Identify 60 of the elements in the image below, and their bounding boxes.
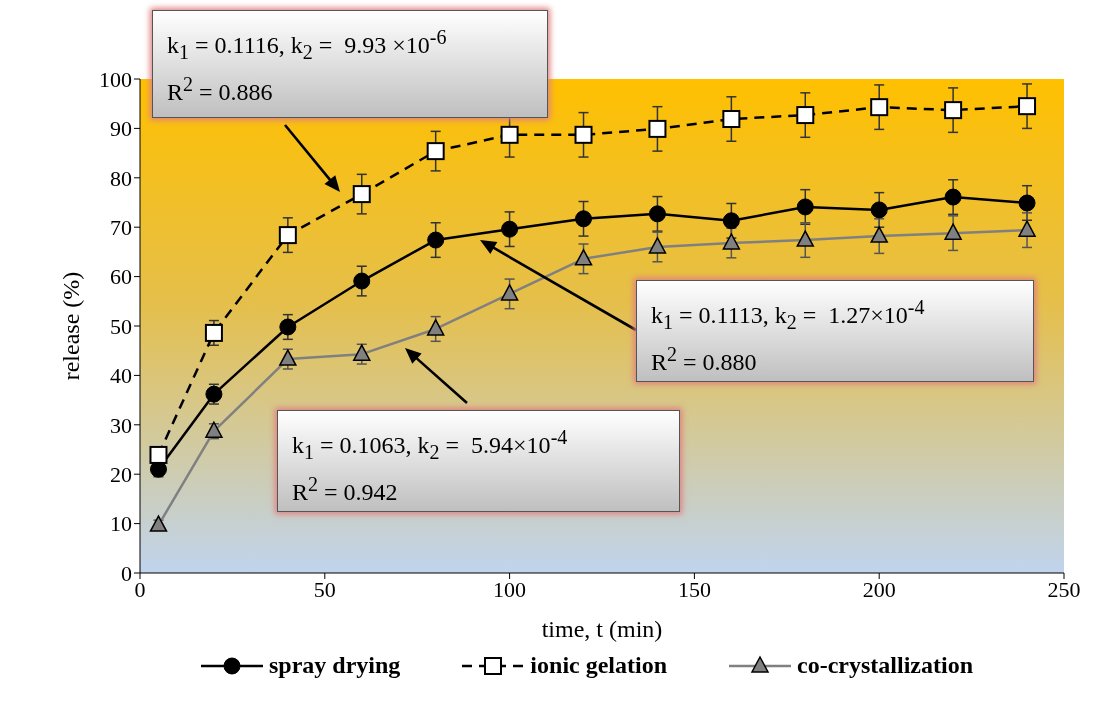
point — [1018, 220, 1036, 237]
y-tick-label: 30 — [110, 412, 132, 438]
point — [574, 125, 593, 144]
point — [575, 210, 593, 228]
point — [353, 344, 371, 361]
point — [1018, 194, 1036, 212]
y-tick-label: 90 — [110, 116, 132, 142]
point — [722, 212, 740, 230]
point — [870, 201, 888, 219]
point — [352, 185, 371, 204]
point — [427, 231, 445, 249]
point — [944, 101, 963, 120]
x-tick-label: 50 — [313, 576, 336, 602]
x-tick-label: 150 — [677, 576, 711, 602]
point — [279, 318, 297, 336]
point — [1018, 97, 1037, 116]
point — [796, 198, 814, 216]
point — [501, 220, 519, 238]
point — [796, 106, 815, 125]
point — [796, 230, 815, 247]
point — [870, 98, 889, 117]
point — [722, 110, 741, 129]
x-tick-label: 200 — [862, 576, 896, 602]
point — [722, 233, 741, 250]
y-tick-label: 60 — [110, 264, 132, 290]
y-tick-label: 70 — [110, 215, 132, 241]
point — [426, 142, 445, 161]
y-tick-label: 80 — [110, 165, 132, 191]
point — [149, 445, 168, 464]
x-axis-title: time, t (min) — [541, 616, 663, 642]
point — [500, 284, 519, 301]
point — [574, 249, 593, 266]
point — [149, 515, 168, 532]
point — [648, 119, 667, 138]
callout-box: k$_{1}$ = 0.1113, k$_{2}$ = 1.27×10$^{-4}$ R$^{2}$ = 0.880 — [636, 280, 1034, 382]
legend-label: spray drying — [269, 652, 401, 679]
legend-label: ionic gelation — [530, 652, 668, 679]
point — [648, 205, 666, 223]
y-tick-label: 10 — [110, 511, 132, 537]
point — [500, 125, 519, 144]
y-tick-label: 20 — [110, 462, 132, 488]
point — [870, 226, 888, 243]
y-tick-label: 40 — [110, 363, 132, 389]
y-tick-label: 50 — [110, 313, 132, 339]
y-axis-title: release (%) — [57, 271, 84, 381]
legend-label: co-crystallization — [797, 652, 973, 679]
point — [278, 226, 297, 245]
point — [944, 223, 962, 240]
point — [204, 323, 223, 342]
point — [944, 188, 962, 206]
callout-box: k$_{1}$ = 0.1116, k$_{2}$ = 9.93 ×10$^{-6}$ R$^{2}$ = 0.886 — [152, 10, 548, 118]
callout-box: k$_{1}$ = 0.1063, k$_{2}$ = 5.94×10$^{-4}$ R$^{2}$ = 0.942 — [277, 410, 680, 512]
point — [353, 272, 371, 290]
y-tick-label: 100 — [99, 66, 132, 92]
y-tick-label: 0 — [121, 560, 132, 586]
x-tick-label: 250 — [1047, 576, 1081, 602]
point — [279, 349, 297, 366]
point — [648, 237, 667, 254]
x-tick-label: 100 — [493, 576, 527, 602]
point — [426, 319, 445, 336]
